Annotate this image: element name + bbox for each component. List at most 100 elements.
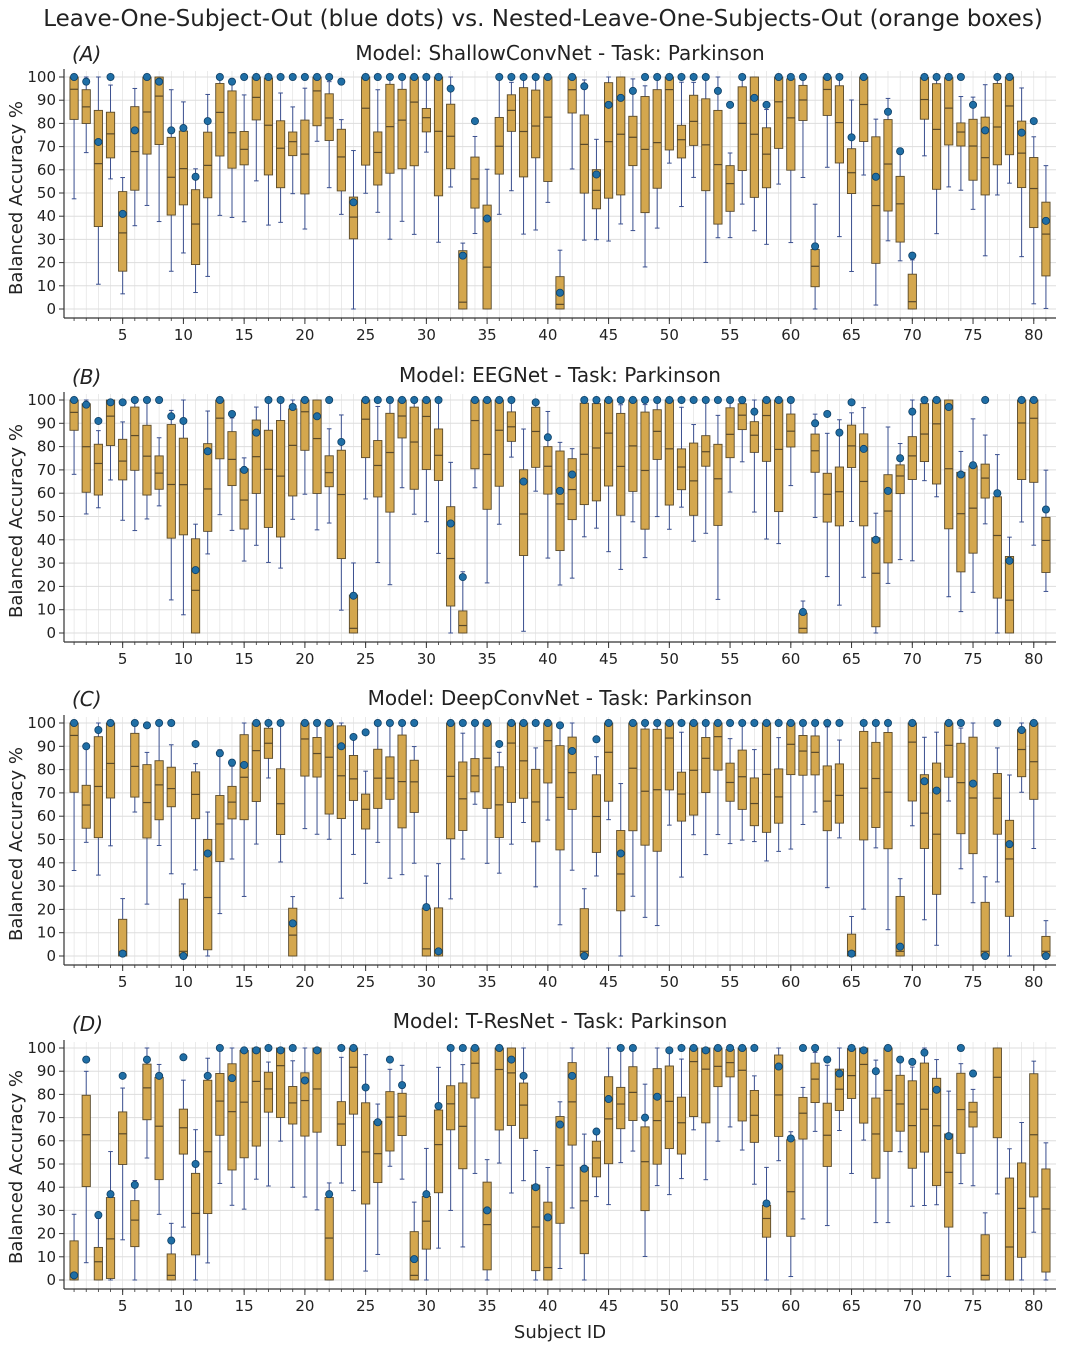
xtick-label: 80 (1024, 1297, 1043, 1315)
box-subject-63 (822, 472, 832, 523)
box-subject-15 (239, 1050, 249, 1159)
loso-dot-subject-30 (422, 395, 431, 404)
box-subject-47 (628, 115, 638, 167)
ytick-label: 100 (27, 1039, 56, 1057)
box-subject-72 (932, 399, 942, 485)
box-subject-2 (81, 1094, 91, 1188)
box-subject-32 (446, 1085, 456, 1131)
box-subject-18 (276, 420, 286, 538)
box-subject-10 (178, 1108, 188, 1155)
loso-dot-subject-11 (191, 739, 200, 748)
box-subject-13 (215, 399, 225, 460)
ytick-label: 90 (37, 737, 56, 755)
loso-dot-subject-33 (458, 1044, 467, 1053)
box-subject-44 (591, 1140, 602, 1178)
loso-dot-subject-26 (373, 719, 382, 728)
box-subject-11 (190, 189, 201, 266)
box-subject-6 (130, 106, 140, 191)
loso-dot-subject-78 (1005, 556, 1014, 565)
loso-dot-subject-26 (373, 1118, 382, 1127)
loso-dot-subject-77 (993, 73, 1002, 82)
box-subject-31 (433, 1109, 444, 1194)
box-subject-42 (567, 1062, 577, 1146)
panel-a-ylabel: Balanced Accuracy % (6, 101, 27, 295)
box-subject-52 (689, 1047, 699, 1117)
loso-dot-subject-75 (969, 1069, 978, 1078)
loso-dot-subject-62 (811, 242, 820, 251)
panel-b-title: Model: EEGNet - Task: Parkinson (399, 363, 721, 387)
loso-dot-subject-66 (859, 73, 868, 82)
loso-dot-subject-65 (847, 1044, 856, 1053)
box-subject-19 (288, 131, 298, 157)
loso-dot-subject-44 (592, 735, 601, 744)
loso-dot-subject-29 (410, 719, 419, 728)
xtick-label: 70 (903, 326, 922, 344)
xtick-label: 35 (478, 326, 497, 344)
loso-dot-subject-24 (349, 198, 358, 207)
loso-dot-subject-41 (556, 721, 565, 730)
box-subject-26 (373, 748, 383, 809)
box-subject-1 (69, 399, 79, 431)
loso-dot-subject-16 (252, 1046, 261, 1055)
box-subject-15 (239, 131, 249, 166)
xtick-label: 5 (118, 326, 128, 344)
loso-dot-subject-72 (932, 1085, 941, 1094)
loso-dot-subject-50 (665, 73, 674, 82)
loso-dot-subject-45 (604, 719, 613, 728)
loso-dot-subject-73 (944, 1132, 953, 1141)
box-subject-69 (895, 1074, 905, 1132)
panel-b-label: (B) (72, 365, 101, 389)
loso-dot-subject-54 (713, 1044, 722, 1053)
box-subject-69 (895, 895, 905, 957)
box-subject-46 (616, 830, 626, 912)
loso-dot-subject-7 (142, 721, 151, 730)
loso-dot-subject-64 (835, 1069, 844, 1078)
xtick-label: 25 (356, 650, 375, 668)
box-subject-14 (227, 90, 237, 169)
loso-dot-subject-80 (1029, 117, 1038, 126)
loso-dot-subject-62 (811, 719, 820, 728)
loso-dot-subject-38 (519, 73, 528, 82)
box-subject-34 (470, 1047, 480, 1099)
loso-dot-subject-72 (932, 786, 941, 795)
box-subject-40 (543, 1201, 553, 1281)
ytick-label: 50 (37, 508, 56, 526)
loso-dot-subject-56 (738, 719, 747, 728)
loso-dot-subject-11 (191, 1160, 200, 1169)
loso-dot-subject-9 (167, 412, 176, 421)
box-subject-4 (105, 1197, 116, 1279)
box-subject-20 (300, 399, 310, 451)
box-subject-63 (822, 765, 832, 832)
xtick-label: 40 (538, 973, 557, 991)
loso-dot-subject-29 (410, 395, 419, 404)
loso-dot-subject-47 (628, 395, 637, 404)
box-subject-22 (324, 455, 334, 488)
loso-dot-subject-31 (434, 395, 443, 404)
loso-dot-subject-68 (884, 1044, 893, 1053)
box-subject-39 (531, 406, 541, 468)
box-subject-9 (166, 424, 176, 539)
loso-dot-subject-46 (616, 1044, 625, 1053)
box-subject-25 (361, 399, 371, 459)
box-subject-40 (543, 446, 553, 495)
xtick-label: 70 (903, 973, 922, 991)
box-subject-48 (640, 96, 650, 214)
loso-dot-subject-1 (70, 1271, 79, 1280)
loso-dot-subject-52 (689, 719, 698, 728)
panel-d-plot: 0 10 20 30 40 50 60 70 80 90 100 5 10 15 20 25 30 35 40 45 5… (27, 1039, 1056, 1315)
panel-c-title: Model: DeepConvNet - Task: Parkinson (368, 686, 753, 710)
loso-dot-subject-4 (106, 73, 115, 82)
box-subject-59 (774, 76, 784, 149)
box-subject-54 (713, 443, 723, 526)
box-subject-26 (373, 440, 383, 498)
box-subject-27 (385, 83, 395, 174)
ytick-label: 80 (37, 438, 56, 456)
loso-dot-subject-44 (592, 1127, 601, 1136)
loso-dot-subject-57 (750, 719, 759, 728)
xtick-label: 70 (903, 1297, 922, 1315)
loso-dot-subject-43 (580, 1164, 589, 1173)
box-subject-33 (458, 610, 468, 634)
ytick-label: 90 (37, 414, 56, 432)
box-subject-57 (749, 1090, 759, 1143)
